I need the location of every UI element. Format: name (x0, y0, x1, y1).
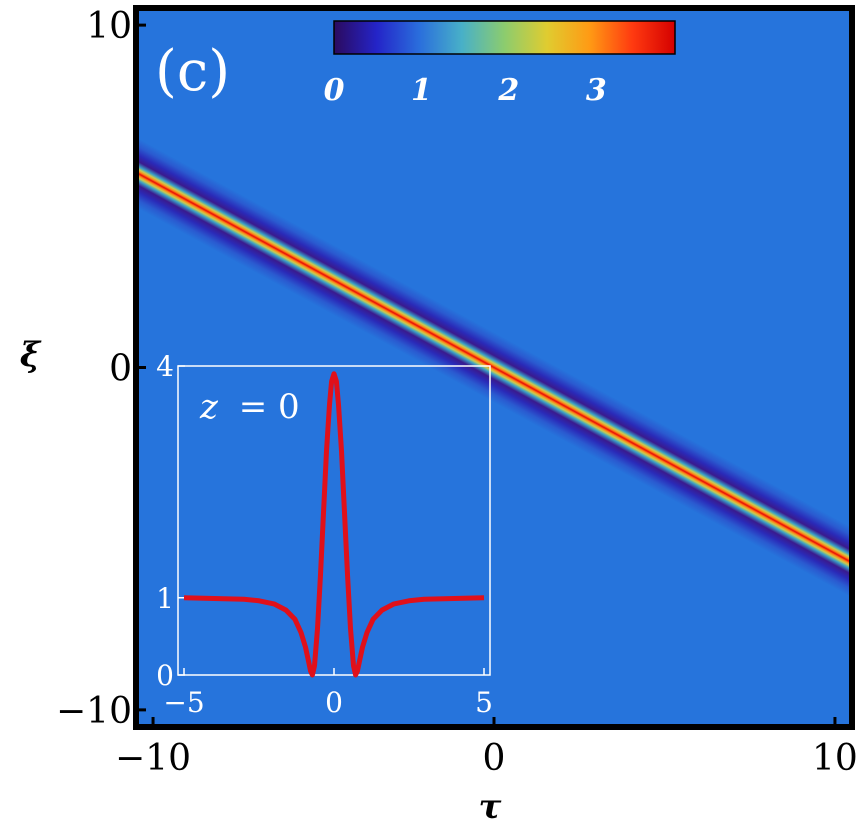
colorbar-tick-label: 0 (324, 73, 345, 108)
inset-x-tick-label: −5 (163, 686, 204, 719)
colorbar-tick-label: 2 (497, 73, 519, 108)
y-tick-label: 10 (86, 6, 132, 47)
x-tick-label: 10 (812, 738, 858, 779)
inset-title-var: z (199, 387, 219, 427)
colorbar-ticks: 0 1 2 3 (324, 73, 607, 108)
inset-title: z = 0 (199, 387, 300, 427)
x-tick-label: 0 (483, 738, 506, 779)
soliton-band (136, 97, 852, 638)
y-tick-label: −10 (56, 691, 132, 732)
inset-y-tick-label: 1 (156, 582, 174, 615)
inset-curve (183, 371, 485, 678)
colorbar (333, 20, 676, 55)
y-axis-label: ξ (20, 335, 42, 375)
soliton-ridge (136, 97, 852, 638)
inset-x-tick-label: 0 (325, 686, 343, 719)
inset-y-tick-label: 4 (156, 350, 174, 383)
x-tick-label: −10 (115, 738, 191, 779)
panel-label: (c) (155, 39, 230, 104)
inset-y-tick-label: 0 (156, 659, 174, 692)
y-tick-label: 0 (109, 349, 132, 390)
inset-x-tick-label: 5 (475, 686, 493, 719)
colorbar-tick-label: 3 (586, 73, 607, 108)
x-axis-label: τ (479, 787, 502, 827)
inset-title-eq: = 0 (239, 387, 300, 427)
colorbar-tick-label: 1 (411, 73, 432, 108)
